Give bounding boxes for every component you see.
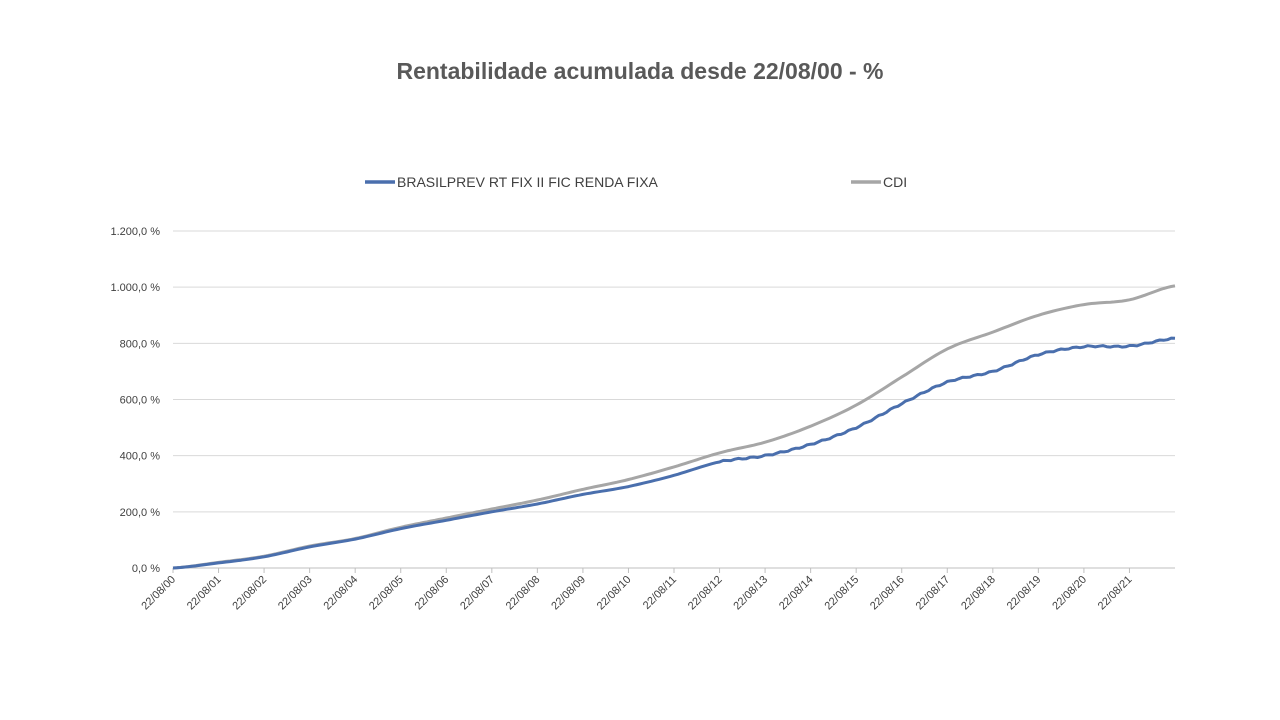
x-tick-label: 22/08/16 [868,574,907,613]
x-tick-label: 22/08/00 [139,574,178,613]
x-tick-label: 22/08/21 [1096,574,1135,613]
legend: BRASILPREV RT FIX II FIC RENDA FIXA CDI [365,174,907,190]
x-tick-label: 22/08/02 [230,574,269,613]
legend-label-cdi: CDI [883,174,907,190]
x-tick-label: 22/08/07 [458,574,497,613]
x-tick-label: 22/08/11 [641,574,679,612]
y-tick-label: 800,0 % [120,338,161,350]
series-line-cdi [172,284,1176,570]
x-tick-label: 22/08/20 [1050,574,1089,613]
x-tick-label: 22/08/09 [549,574,588,613]
y-tick-label: 1.000,0 % [110,282,160,294]
y-tick-label: 1.200,0 % [110,226,160,238]
x-tick-label: 22/08/04 [322,574,361,613]
x-tick-label: 22/08/17 [914,574,953,613]
grid [173,230,1175,569]
chart-title: Rentabilidade acumulada desde 22/08/00 -… [396,58,884,84]
y-axis: 0,0 % 200,0 % 400,0 % 600,0 % 800,0 % 1.000,0… [110,226,160,575]
x-tick-label: 22/08/14 [777,574,816,613]
x-tick-label: 22/08/15 [823,574,862,613]
y-tick-label: 200,0 % [120,507,161,519]
x-tick-label: 22/08/08 [504,574,543,613]
x-tick-label: 22/08/19 [1005,574,1044,613]
x-tick-label: 22/08/03 [276,574,315,613]
x-tick-label: 22/08/13 [731,574,770,613]
y-tick-label: 600,0 % [120,395,161,407]
series-line-brasilprev [172,336,1176,570]
x-tick-label: 22/08/18 [959,574,998,613]
series-layer [172,284,1176,570]
x-tick-label: 22/08/06 [413,574,452,613]
x-tick-label: 22/08/05 [367,574,406,613]
x-tick-label: 22/08/01 [185,574,224,613]
y-tick-label: 400,0 % [120,451,161,463]
x-tick-label: 22/08/12 [686,574,725,613]
y-tick-label: 0,0 % [132,563,160,575]
x-tick-label: 22/08/10 [595,574,634,613]
x-axis: 22/08/00 22/08/01 22/08/02 22/08/03 22/08/04… [139,567,1175,613]
legend-label-brasilprev: BRASILPREV RT FIX II FIC RENDA FIXA [397,174,659,190]
